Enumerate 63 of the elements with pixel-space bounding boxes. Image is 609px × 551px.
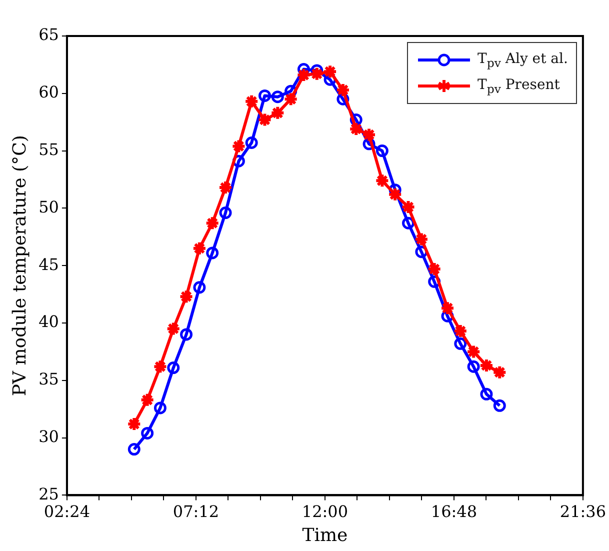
point — [492, 364, 508, 380]
point — [400, 200, 416, 215]
point — [178, 289, 194, 304]
point — [257, 112, 272, 128]
point — [309, 66, 324, 82]
point — [388, 186, 403, 202]
point — [283, 92, 298, 107]
legend-label: T$_{pv}$ Present — [478, 76, 560, 96]
point — [466, 344, 482, 360]
point — [126, 416, 142, 432]
x-tick-label: 02:24 — [44, 502, 90, 521]
point — [440, 300, 455, 316]
y-tick-label: 25 — [38, 484, 59, 504]
x-tick-label: 07:12 — [172, 502, 220, 521]
point — [152, 359, 168, 374]
x-tick-label: 16:48 — [430, 502, 478, 521]
point — [478, 358, 494, 373]
x-axis-title: Time — [302, 524, 348, 546]
legend-label: T$_{pv}$ Aly et al. — [478, 50, 568, 70]
point — [193, 281, 206, 294]
y-tick-label: 45 — [38, 254, 59, 274]
point — [335, 82, 350, 98]
x-tick-label: 21:36 — [560, 502, 606, 521]
point — [204, 216, 220, 231]
point — [206, 246, 219, 260]
point — [192, 240, 207, 256]
point — [218, 180, 234, 196]
y-tick-label: 60 — [38, 82, 59, 102]
point — [374, 173, 390, 188]
point — [180, 328, 193, 341]
point — [480, 388, 493, 400]
point — [362, 127, 377, 142]
y-axis-title: PV module temperature (°C) — [9, 135, 30, 396]
x-tick-label: 12:00 — [302, 502, 348, 521]
point — [348, 121, 364, 136]
y-tick-label: 40 — [38, 312, 59, 332]
point — [376, 144, 388, 158]
point — [493, 399, 506, 412]
point — [467, 360, 480, 373]
y-tick-label: 65 — [38, 25, 59, 44]
point — [128, 443, 140, 456]
point — [219, 206, 232, 220]
y-tick-label: 30 — [38, 426, 59, 446]
point — [454, 337, 467, 350]
point — [426, 262, 442, 277]
point — [154, 402, 166, 414]
point — [258, 89, 272, 102]
point — [166, 321, 181, 336]
point — [271, 90, 284, 104]
y-tick-label: 35 — [38, 370, 59, 389]
point — [322, 64, 338, 80]
point — [270, 105, 286, 120]
point — [141, 426, 154, 440]
point — [452, 324, 468, 339]
point — [245, 136, 258, 150]
y-tick-label: 50 — [38, 197, 59, 216]
point — [231, 138, 246, 154]
point — [296, 68, 312, 83]
point — [414, 232, 429, 247]
y-tick-label: 55 — [38, 140, 59, 159]
point — [167, 362, 180, 374]
point — [244, 94, 260, 109]
point — [140, 392, 155, 408]
